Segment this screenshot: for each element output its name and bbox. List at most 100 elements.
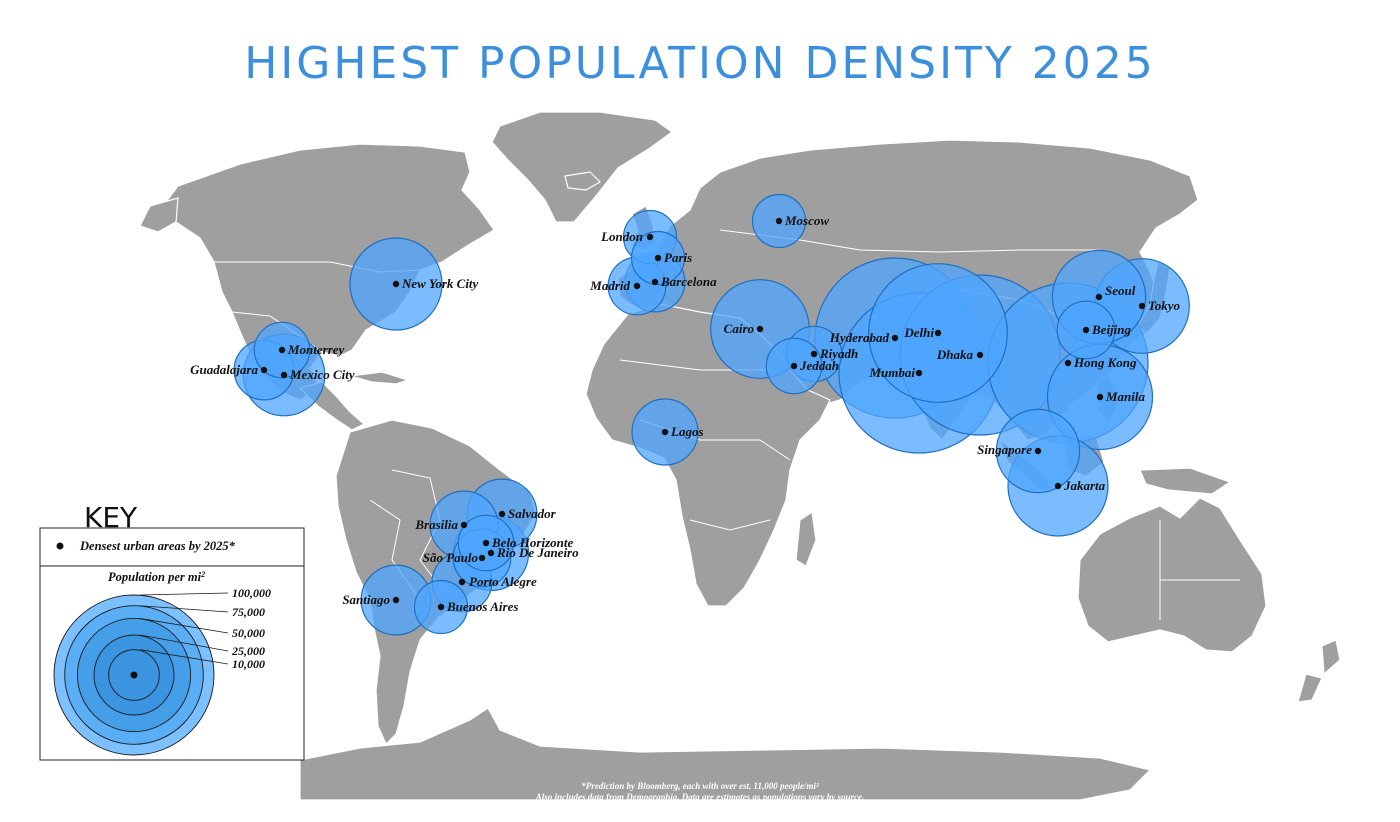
dot-belo-horizonte (482, 539, 490, 547)
label-santiago: Santiago (342, 592, 390, 607)
border-africa-south (689, 519, 771, 531)
key-level-4: 25,000 (231, 644, 265, 658)
key-leader-5 (139, 649, 229, 665)
dot-hong-kong (1064, 359, 1072, 367)
key-scale-title-sup: 2 (200, 570, 205, 579)
label-mumbai: Mumbai (868, 365, 915, 380)
label-guadalajara: Guadalajara (190, 362, 258, 377)
dot-dhaka (976, 351, 984, 359)
dot-madrid (633, 282, 641, 290)
key-scale-title-text: Population per mi (108, 570, 202, 584)
label-moscow: Moscow (784, 213, 829, 228)
key-item-label: Densest urban areas by 2025* (79, 539, 236, 553)
dot-seoul (1095, 293, 1103, 301)
dot-salvador (498, 510, 506, 518)
key-level-2: 75,000 (232, 605, 265, 619)
dot-brasilia (460, 521, 468, 529)
dot-buenos-aires (437, 603, 445, 611)
label-sao-paulo: São Paulo (423, 550, 479, 565)
key-level-1: 100,000 (232, 586, 271, 600)
dot-porto-alegre (458, 578, 466, 586)
label-beijing: Beijing (1091, 322, 1132, 337)
key-leader-4 (139, 634, 229, 652)
dot-singapore (1034, 447, 1042, 455)
dot-london (646, 233, 654, 241)
dot-delhi (934, 329, 942, 337)
label-seoul: Seoul (1105, 283, 1136, 298)
dot-moscow (775, 217, 783, 225)
label-paris: Paris (664, 250, 692, 265)
label-new-york-city: New York City (401, 276, 479, 291)
label-porto-alegre: Porto Alegre (469, 574, 537, 589)
land-new-zealand (1321, 639, 1341, 676)
label-monterrey: Monterrey (287, 342, 345, 357)
dot-beijing (1082, 326, 1090, 334)
dot-barcelona (651, 278, 659, 286)
key-dot-symbol (56, 542, 64, 550)
dot-lagos (661, 428, 669, 436)
dot-rio-de-janeiro (487, 549, 495, 557)
key-leader-1 (139, 592, 229, 596)
land-north-america (159, 143, 495, 401)
key-leader-3 (139, 618, 229, 634)
dot-tokyo (1138, 302, 1146, 310)
label-singapore: Singapore (977, 442, 1032, 457)
land-cuba (349, 371, 410, 385)
land-alaska (139, 197, 179, 233)
land-new-zealand-south (1297, 673, 1323, 703)
key-center-dot (130, 671, 138, 679)
land-new-guinea (1139, 467, 1232, 495)
label-tokyo: Tokyo (1148, 298, 1181, 313)
label-brasilia: Brasilia (414, 517, 458, 532)
city-dots (260, 217, 1146, 611)
land-madagascar (795, 510, 817, 567)
footnote-line-1: *Prediction by Bloomberg, each with over… (581, 781, 819, 791)
label-salvador: Salvador (508, 506, 557, 521)
label-manila: Manila (1105, 389, 1146, 404)
label-lagos: Lagos (670, 424, 704, 439)
land-antarctica (299, 707, 1152, 801)
label-mexico-city: Mexico City (289, 367, 355, 382)
label-rio-de-janeiro: Rio De Janeiro (496, 545, 579, 560)
dot-riyadh (810, 350, 818, 358)
dot-new-york-city (392, 280, 400, 288)
map-key: KEY Densest urban areas by 2025* Populat… (39, 501, 305, 761)
dot-paris (654, 254, 662, 262)
dot-jeddah (790, 362, 798, 370)
dot-guadalajara (260, 366, 268, 374)
dot-monterrey (278, 346, 286, 354)
dot-manila (1096, 393, 1104, 401)
dot-mumbai (915, 369, 923, 377)
key-level-3: 50,000 (232, 626, 265, 640)
dot-jakarta (1054, 482, 1062, 490)
dot-hyderabad (891, 334, 899, 342)
label-barcelona: Barcelona (660, 274, 717, 289)
label-hyderabad: Hyderabad (829, 330, 890, 345)
label-madrid: Madrid (589, 278, 630, 293)
dot-mexico-city (280, 371, 288, 379)
label-dhaka: Dhaka (936, 347, 974, 362)
label-cairo: Cairo (724, 321, 755, 336)
label-london: London (600, 229, 643, 244)
key-scale-title: Population per mi2 (108, 570, 205, 585)
land-australia (1077, 497, 1267, 653)
label-buenos-aires: Buenos Aires (446, 599, 518, 614)
land-iceland (564, 171, 601, 191)
map-title: HIGHEST POPULATION DENSITY 2025 (244, 38, 1156, 89)
key-level-5: 10,000 (232, 657, 265, 671)
label-jeddah: Jeddah (799, 358, 839, 373)
label-hong-kong: Hong Kong (1073, 355, 1137, 370)
dot-cairo (756, 325, 764, 333)
dot-sao-paulo (478, 554, 486, 562)
land-greenland (491, 111, 674, 223)
key-leader-2 (139, 605, 229, 613)
label-jakarta: Jakarta (1063, 478, 1106, 493)
label-delhi: Delhi (903, 325, 934, 340)
footnote-line-2: Also includes data from Demographia. Dat… (535, 792, 865, 802)
dot-santiago (392, 596, 400, 604)
label-belo-horizonte: Belo Horizonte (491, 535, 573, 550)
landmasses (139, 111, 1341, 801)
label-riyadh: Riyadh (819, 346, 858, 361)
